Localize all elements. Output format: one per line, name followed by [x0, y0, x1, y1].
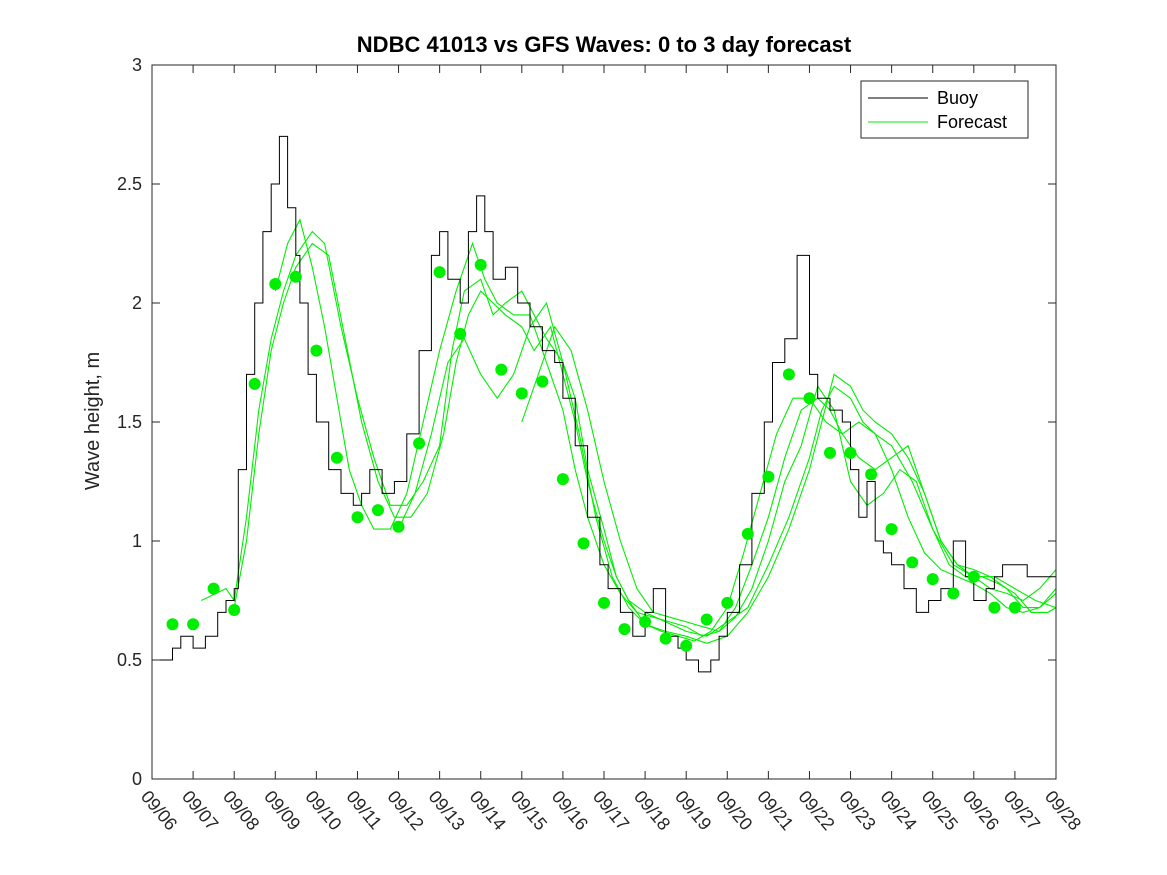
forecast-marker: [577, 537, 590, 550]
forecast-marker: [330, 451, 343, 464]
forecast-marker: [967, 570, 980, 583]
legend-buoy-label: Buoy: [937, 88, 978, 108]
forecast-marker: [310, 344, 323, 357]
forecast-marker: [413, 437, 426, 450]
legend-forecast-label: Forecast: [937, 112, 1007, 132]
forecast-marker: [556, 473, 569, 486]
forecast-marker: [680, 639, 693, 652]
x-tick-label: 09/24: [877, 787, 921, 834]
forecast-marker: [1008, 601, 1021, 614]
forecast-marker: [865, 468, 878, 481]
forecast-marker: [207, 582, 220, 595]
forecast-marker: [782, 368, 795, 381]
y-tick-label: 1.5: [117, 412, 142, 432]
plot-area: [151, 64, 1057, 780]
x-tick-label: 09/21: [753, 787, 797, 834]
x-tick-label: 09/06: [137, 787, 181, 834]
x-tick-label: 09/22: [794, 787, 838, 834]
forecast-marker: [926, 573, 939, 586]
forecast-marker: [803, 392, 816, 405]
forecast-marker: [700, 613, 713, 626]
y-tick-label: 1: [132, 531, 142, 551]
forecast-marker: [762, 470, 775, 483]
forecast-marker: [618, 623, 631, 636]
x-tick-label: 09/08: [219, 787, 263, 834]
forecast-marker: [536, 375, 549, 388]
forecast-marker: [351, 511, 364, 524]
buoy-line: [152, 135, 1056, 673]
forecast-marker: [885, 523, 898, 536]
forecast-marker: [844, 446, 857, 459]
y-axis-label: Wave height, m: [82, 352, 104, 490]
forecast-markers: [166, 258, 1021, 652]
forecast-marker: [372, 504, 384, 517]
y-tick-label: 2: [132, 293, 142, 313]
forecast-marker: [947, 587, 960, 600]
x-tick-label: 09/10: [301, 787, 345, 834]
x-tick-label: 09/09: [260, 787, 304, 834]
buoy-line-group: [152, 135, 1056, 673]
forecast-marker: [454, 327, 467, 340]
forecast-marker: [248, 377, 261, 390]
x-tick-label: 09/18: [630, 787, 674, 834]
x-tick-label: 09/26: [959, 787, 1003, 834]
x-tick-labels: 09/0609/0709/0809/0909/1009/1109/1209/13…: [137, 787, 1085, 834]
x-tick-label: 09/27: [1000, 787, 1044, 834]
x-tick-label: 09/11: [342, 787, 385, 833]
forecast-line-1: [201, 230, 1057, 637]
forecast-marker: [433, 266, 446, 279]
x-tick-label: 09/25: [918, 787, 962, 834]
x-tick-label: 09/20: [712, 787, 756, 834]
plot-background: [152, 65, 1056, 779]
x-tick-label: 09/15: [507, 787, 551, 834]
y-tick-label: 2.5: [117, 174, 142, 194]
forecast-marker: [166, 618, 179, 631]
forecast-marker: [289, 270, 302, 283]
x-tick-label: 09/28: [1041, 787, 1085, 834]
forecast-marker: [269, 278, 282, 290]
forecast-marker: [598, 596, 610, 609]
y-tick-label: 3: [132, 55, 142, 75]
forecast-marker: [187, 618, 200, 631]
forecast-marker: [721, 596, 734, 609]
forecast-marker: [392, 520, 405, 533]
forecast-marker: [741, 527, 754, 540]
x-tick-label: 09/12: [383, 787, 427, 834]
forecast-marker: [659, 632, 672, 645]
forecast-marker: [474, 258, 487, 271]
forecast-marker: [988, 601, 1001, 614]
chart-title: NDBC 41013 vs GFS Waves: 0 to 3 day fore…: [357, 32, 852, 57]
legend: Buoy Forecast: [860, 80, 1029, 139]
x-tick-label: 09/23: [835, 787, 879, 834]
legend-box: [860, 80, 1029, 139]
x-tick-label: 09/19: [671, 787, 715, 834]
x-tick-label: 09/16: [548, 787, 592, 834]
y-tick-labels: 0 0.5 1 1.5 2 2.5 3: [117, 55, 142, 789]
x-tick-label: 09/13: [425, 787, 469, 834]
forecast-marker: [228, 604, 241, 616]
forecast-marker: [639, 615, 652, 628]
y-tick-label: 0.5: [117, 650, 142, 670]
forecast-marker: [495, 363, 508, 376]
forecast-marker: [906, 556, 919, 569]
axis-ticks: [151, 64, 1057, 780]
forecast-marker: [515, 387, 528, 400]
y-tick-label: 0: [132, 769, 142, 789]
x-tick-label: 09/07: [178, 787, 222, 834]
forecast-marker: [824, 446, 836, 459]
x-tick-label: 09/17: [589, 787, 633, 834]
x-tick-label: 09/14: [466, 787, 510, 834]
forecast-line-2: [233, 242, 1057, 644]
